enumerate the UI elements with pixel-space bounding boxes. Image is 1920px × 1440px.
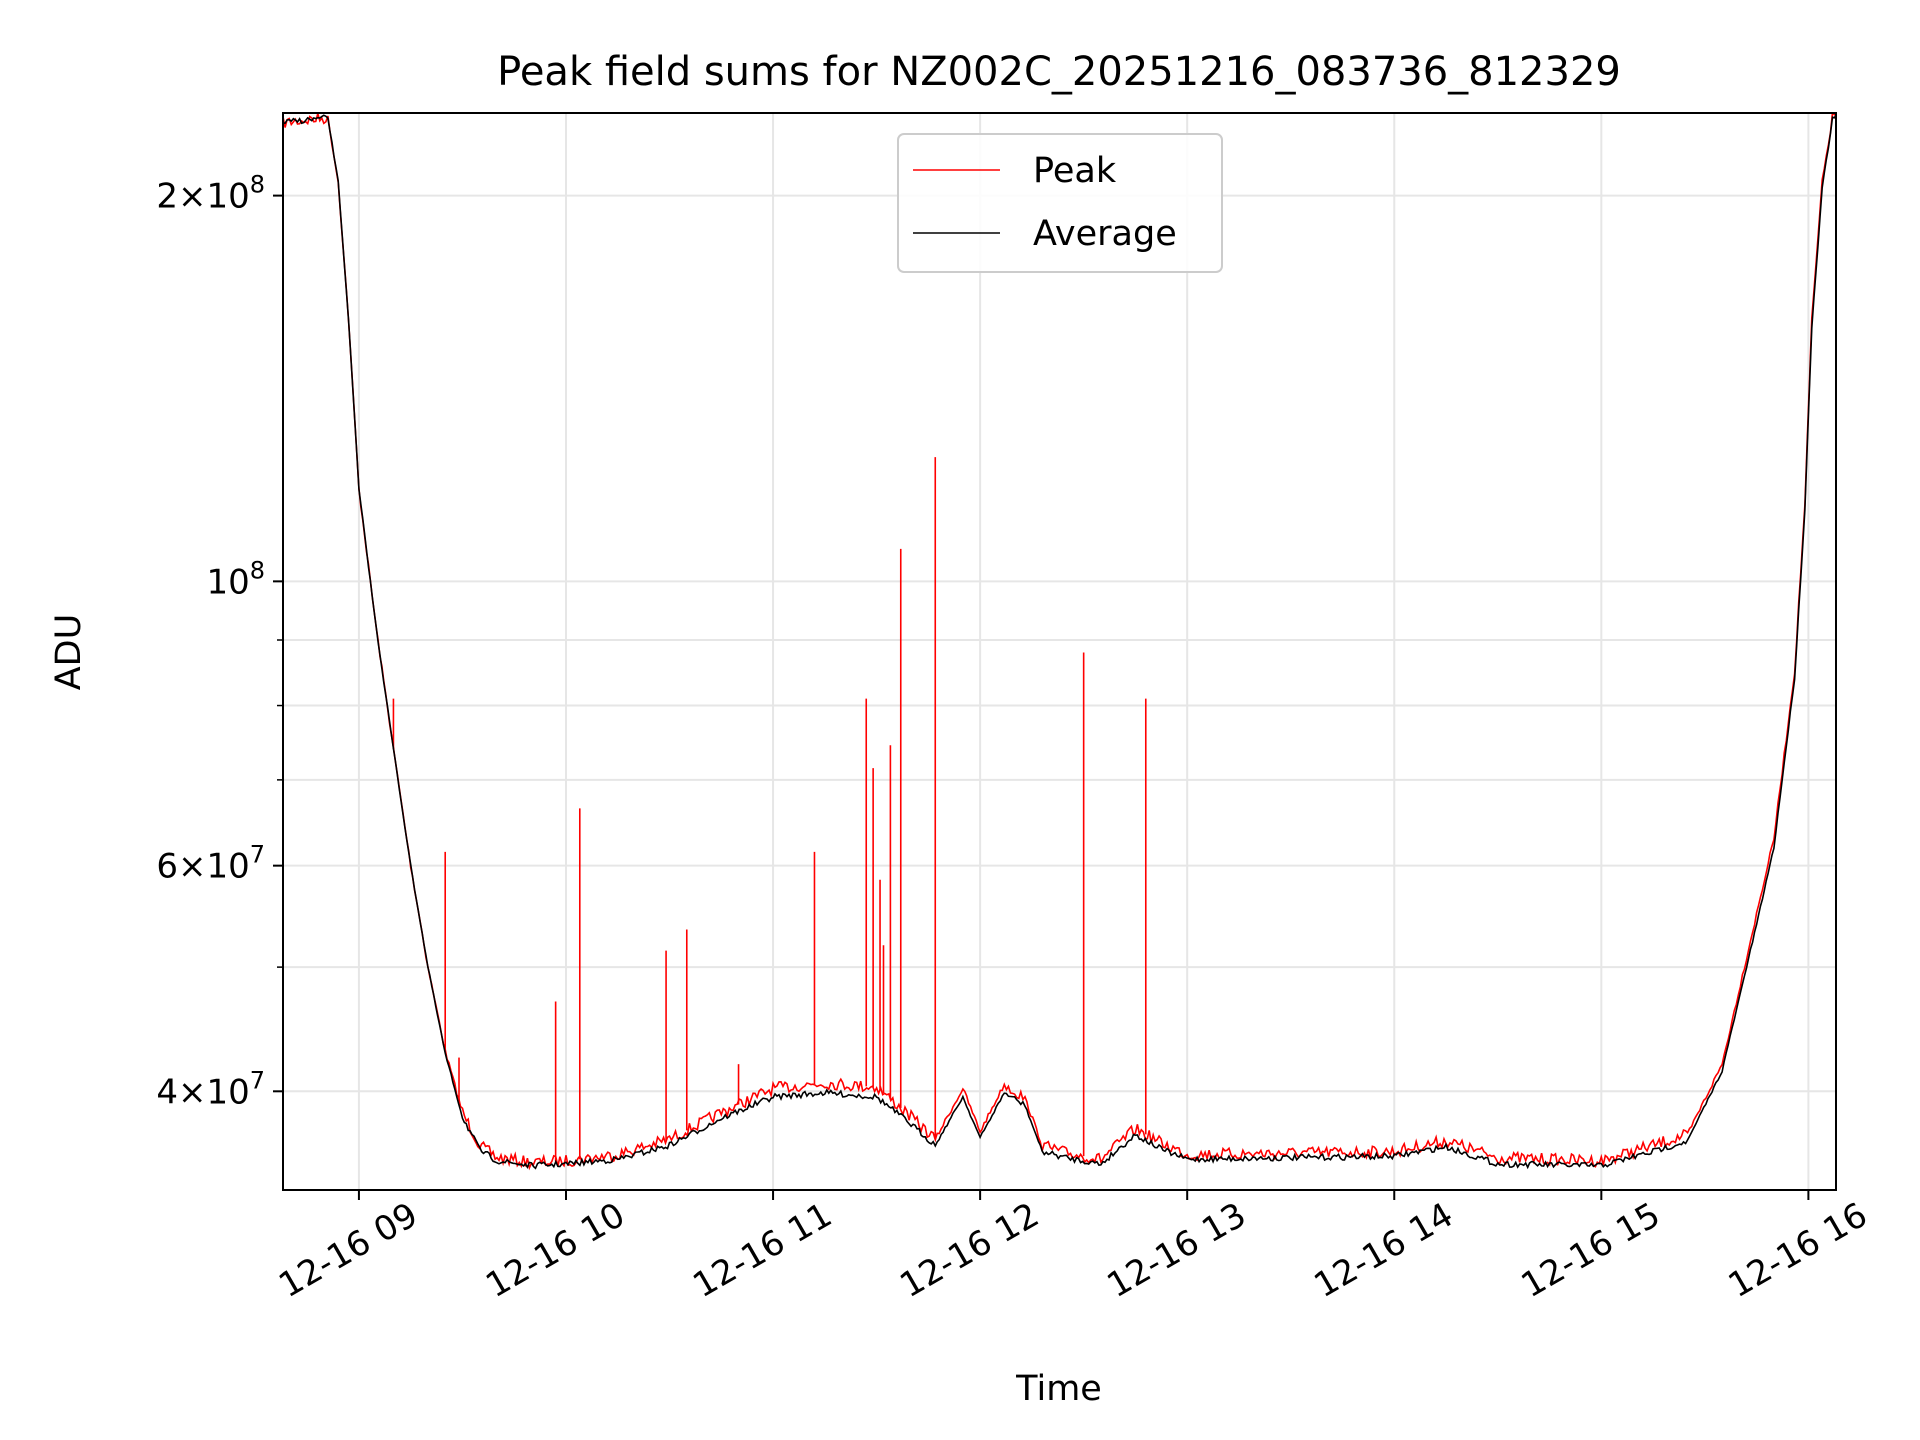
y-axis: 4×107 6×107 108 2×108 bbox=[156, 171, 283, 1112]
y-tick-label: 4×107 bbox=[156, 1066, 265, 1112]
legend-box bbox=[897, 133, 1223, 273]
y-tick-label: 2×108 bbox=[156, 171, 265, 217]
series-line-average bbox=[283, 114, 1836, 1170]
plot-frame bbox=[282, 112, 1837, 1191]
y-axis-label: ADU bbox=[49, 614, 89, 691]
legend-label-average: Average bbox=[1033, 214, 1177, 254]
legend: Peak Average bbox=[897, 133, 1223, 273]
plot-area bbox=[283, 113, 1836, 1171]
series-line-peak bbox=[283, 113, 1836, 1171]
grid bbox=[283, 113, 1836, 1190]
y-tick-label: 108 bbox=[206, 556, 265, 602]
legend-label-peak: Peak bbox=[1033, 151, 1117, 191]
chart-title: Peak field sums for NZ002C_20251216_0837… bbox=[497, 49, 1621, 95]
y-tick-label: 6×107 bbox=[156, 841, 265, 887]
x-axis-label: Time bbox=[1015, 1369, 1102, 1409]
